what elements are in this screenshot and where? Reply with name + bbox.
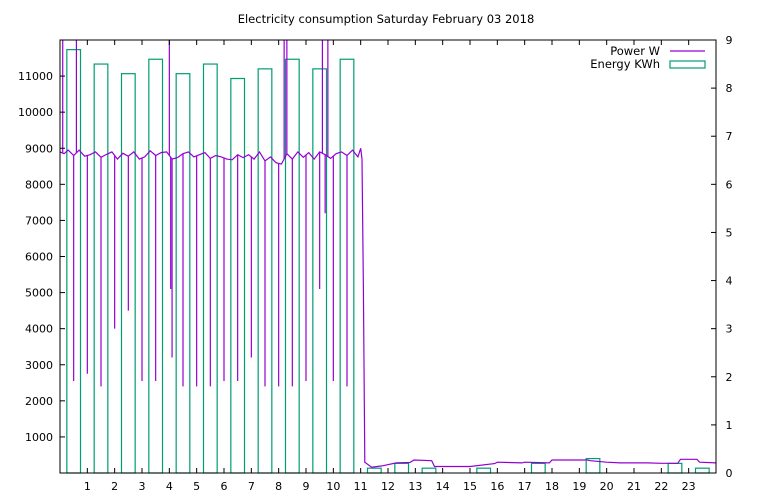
x-tick-label: 20 [600, 480, 614, 493]
y-left-tick-label: 5000 [25, 287, 53, 300]
y-right-tick-label: 9 [726, 34, 733, 47]
x-tick-label: 19 [572, 480, 586, 493]
y-right-tick-label: 2 [726, 371, 733, 384]
x-tick-label: 13 [408, 480, 422, 493]
x-tick-label: 1 [84, 480, 91, 493]
x-tick-label: 3 [139, 480, 146, 493]
y-right-tick-label: 1 [726, 419, 733, 432]
chart-title: Electricity consumption Saturday Februar… [238, 12, 535, 26]
y-left-tick-label: 9000 [25, 142, 53, 155]
power-line [59, 148, 717, 468]
x-tick-label: 6 [221, 480, 228, 493]
y-left-tick-label: 4000 [25, 323, 53, 336]
x-tick-label: 8 [275, 480, 282, 493]
x-tick-label: 5 [193, 480, 200, 493]
legend-energy-swatch [669, 60, 706, 69]
y-left-tick-label: 6000 [25, 251, 53, 264]
energy-bars [66, 49, 710, 474]
x-tick-label: 4 [166, 480, 173, 493]
x-tick-label: 11 [354, 480, 368, 493]
y-right-tick-label: 0 [726, 467, 733, 480]
power-line-layer [59, 40, 717, 468]
y-right-tick-label: 4 [726, 275, 733, 288]
x-tick-label: 23 [682, 480, 696, 493]
x-tick-label: 15 [463, 480, 477, 493]
y-right-tick-label: 3 [726, 323, 733, 336]
legend-power-label: Power W [610, 44, 660, 58]
energy-bar [694, 467, 710, 474]
x-tick-label: 18 [545, 480, 559, 493]
x-tick-label: 9 [303, 480, 310, 493]
energy-bar [476, 467, 492, 474]
x-tick-label: 22 [654, 480, 668, 493]
energy-bar [667, 462, 683, 474]
y-left-tick-label: 1000 [25, 431, 53, 444]
y-right-tick-label: 7 [726, 130, 733, 143]
energy-bar [421, 467, 437, 474]
x-tick-label: 12 [381, 480, 395, 493]
y-right-tick-label: 5 [726, 226, 733, 239]
y-right-tick-label: 8 [726, 82, 733, 95]
energy-bar [530, 462, 546, 474]
y-left-tick-label: 11000 [18, 70, 53, 83]
x-tick-label: 10 [326, 480, 340, 493]
y-left-tick-label: 8000 [25, 178, 53, 191]
x-tick-label: 2 [111, 480, 118, 493]
legend-energy-label: Energy KWh [590, 57, 660, 71]
x-tick-label: 21 [627, 480, 641, 493]
x-tick-label: 16 [490, 480, 504, 493]
x-tick-label: 14 [436, 480, 450, 493]
axis-ticks: 1 2 3 4 5 6 7 8 9 10 11 12 13 14 15 16 17 18 19 20 21 22 23100… [18, 34, 733, 493]
legend: Power W Energy KWh [590, 44, 706, 71]
plot-border [59, 39, 717, 474]
y-right-tick-label: 6 [726, 178, 733, 191]
energy-bar [366, 467, 382, 474]
x-tick-label: 7 [248, 480, 255, 493]
y-left-tick-label: 7000 [25, 214, 53, 227]
energy-bar [394, 462, 410, 474]
x-tick-label: 17 [518, 480, 532, 493]
y-left-tick-label: 2000 [25, 395, 53, 408]
y-left-tick-label: 3000 [25, 359, 53, 372]
y-left-tick-label: 10000 [18, 106, 53, 119]
